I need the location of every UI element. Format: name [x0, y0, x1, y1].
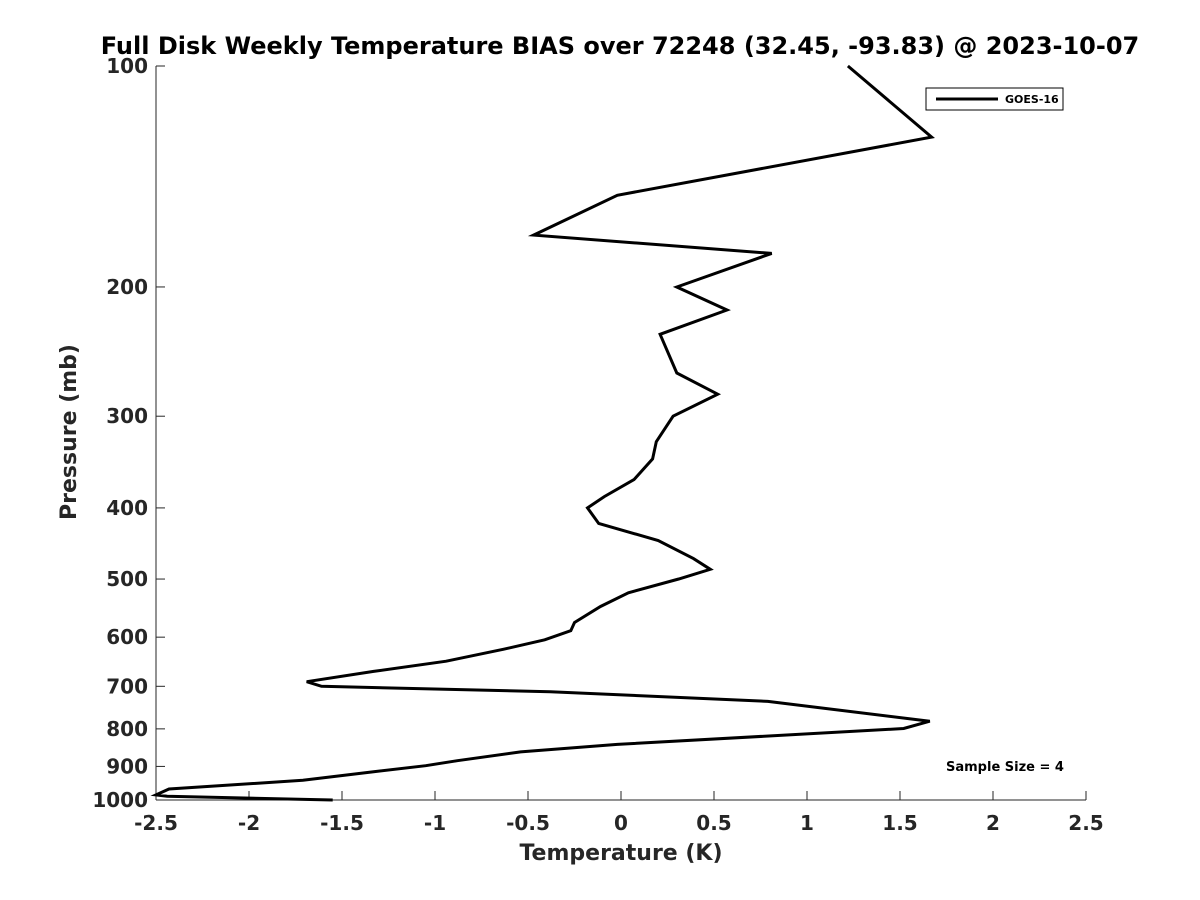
x-axis-label: Temperature (K)	[519, 841, 722, 866]
x-tick-label: -2	[238, 811, 260, 835]
y-tick-label: 200	[106, 275, 148, 299]
x-ticks: -2.5 -2 -1.5 -1 -0.5 0 0.5 1 1.5 2 2.5	[134, 791, 1104, 835]
x-tick-label: 0	[614, 811, 628, 835]
x-tick-label: 0.5	[696, 811, 731, 835]
legend-label-goes-16: GOES-16	[1005, 93, 1059, 106]
y-axis-label: Pressure (mb)	[57, 344, 82, 520]
x-tick-label: 1.5	[882, 811, 917, 835]
y-tick-label: 800	[106, 717, 148, 741]
y-tick-label: 400	[106, 496, 148, 520]
y-tick-label: 100	[106, 54, 148, 78]
legend: GOES-16	[925, 87, 1064, 111]
y-tick-label: 700	[106, 674, 148, 698]
x-tick-label: -1	[424, 811, 446, 835]
series-line-goes-16	[150, 64, 935, 802]
x-tick-label: 2.5	[1068, 811, 1103, 835]
series-group	[150, 64, 935, 802]
y-tick-label: 600	[106, 625, 148, 649]
x-tick-label: -0.5	[506, 811, 550, 835]
y-tick-label: 500	[106, 567, 148, 591]
y-tick-label: 1000	[92, 788, 148, 812]
x-tick-label: -2.5	[134, 811, 178, 835]
x-tick-label: 2	[986, 811, 1000, 835]
x-tick-label: -1.5	[320, 811, 364, 835]
sample-size-annotation: Sample Size = 4	[946, 760, 1064, 775]
y-tick-label: 900	[106, 754, 148, 778]
y-tick-label: 300	[106, 404, 148, 428]
chart-title: Full Disk Weekly Temperature BIAS over 7…	[101, 32, 1140, 60]
y-ticks: 100 200 300 400 500 600 700 800 900 1000	[92, 54, 165, 812]
x-tick-label: 1	[800, 811, 814, 835]
